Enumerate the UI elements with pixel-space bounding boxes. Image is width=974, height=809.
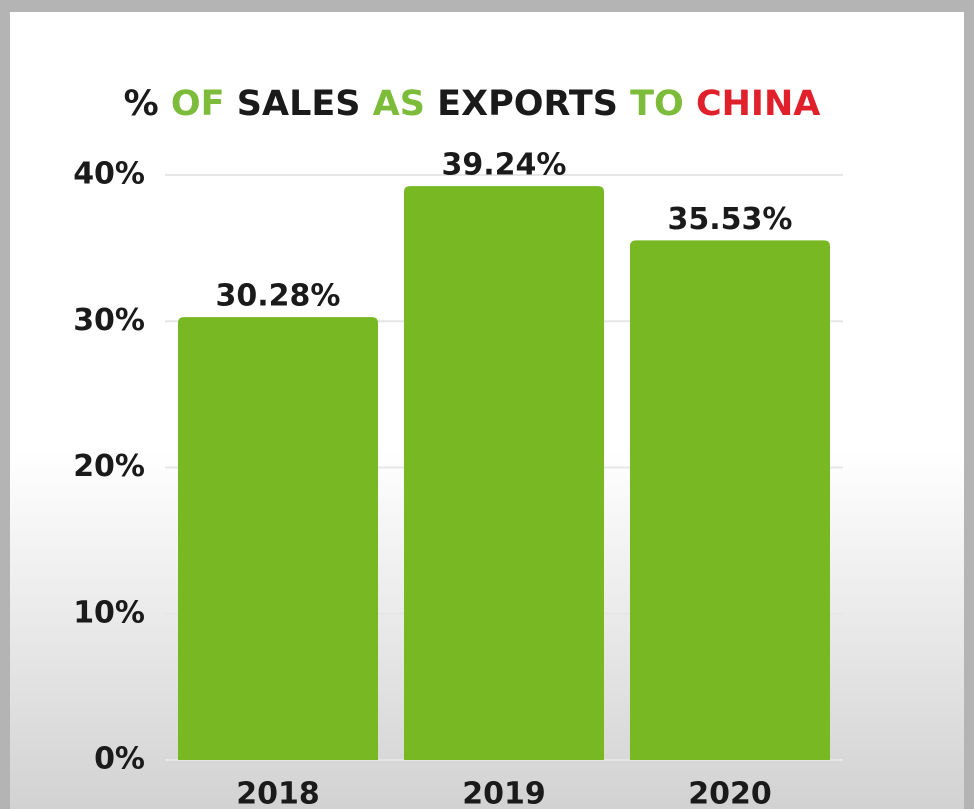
y-tick-label: 30% <box>73 303 145 338</box>
bar <box>177 317 379 760</box>
data-label: 35.53% <box>668 202 793 237</box>
y-tick-label: 40% <box>73 157 145 192</box>
bar <box>403 186 605 761</box>
data-label: 39.24% <box>442 148 567 183</box>
x-tick-label: 2020 <box>688 777 772 809</box>
data-label: 30.28% <box>216 279 341 314</box>
y-tick-label: 10% <box>73 595 145 630</box>
x-tick-label: 2018 <box>236 777 320 809</box>
bar <box>629 240 831 760</box>
x-tick-label: 2019 <box>462 777 546 809</box>
y-tick-label: 20% <box>73 449 145 484</box>
y-tick-label: 0% <box>94 742 145 777</box>
chart-title: % OF SALES AS EXPORTS TO CHINA <box>124 84 821 124</box>
